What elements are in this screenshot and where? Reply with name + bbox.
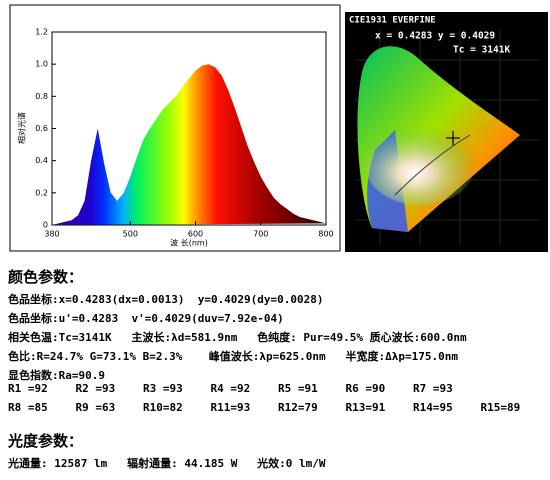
color-heading: 颜色参数： bbox=[8, 268, 84, 286]
cie-white bbox=[365, 125, 475, 205]
render-index: R9 =63 bbox=[75, 401, 116, 414]
render-index: R12=79 bbox=[278, 401, 318, 414]
cie-title: CIE1931 EVERFINE bbox=[349, 16, 436, 26]
color-line: 显色指数:Ra=90.9 bbox=[8, 369, 105, 382]
y-tick-label: 0.8 bbox=[35, 92, 48, 101]
render-index: R6 =90 bbox=[345, 382, 386, 395]
render-index: R10=82 bbox=[143, 401, 183, 414]
render-index: R2 =93 bbox=[75, 382, 116, 395]
charts: 相对光谱 波 长(nm) CIE1931 EVERFINE x = 0.4283… bbox=[9, 4, 548, 252]
render-index: R11=93 bbox=[210, 401, 251, 414]
color-line: 色品坐标:x=0.4283(dx=0.0013) y=0.4029(dy=0.0… bbox=[8, 293, 324, 306]
x-axis-label: 波 长(nm) bbox=[170, 238, 208, 248]
cie-coords: x = 0.4283 y = 0.4029 bbox=[375, 31, 495, 42]
photometric-line: 光通量: 12587 lm 辐射通量: 44.185 W 光效:0 lm/W bbox=[8, 457, 326, 470]
color-line: 色比:R=24.7% G=73.1% B=2.3% 峰值波长:λp=625.0n… bbox=[8, 350, 458, 363]
render-index: R14=95 bbox=[413, 401, 453, 414]
planckian-locus bbox=[394, 134, 471, 196]
x-tick-label: 500 bbox=[123, 230, 138, 239]
render-index: R5 =91 bbox=[278, 382, 318, 395]
color-line: 色品坐标:u'=0.4283 v'=0.4029(duv=7.92e-04) bbox=[8, 312, 284, 325]
y-tick-label: 0.6 bbox=[35, 124, 48, 133]
x-tick-label: 700 bbox=[253, 230, 268, 239]
render-index: R1 =92 bbox=[8, 382, 48, 395]
y-tick-label: 0.4 bbox=[35, 156, 48, 165]
render-index: R8 =85 bbox=[8, 401, 48, 414]
x-tick-label: 800 bbox=[318, 230, 333, 239]
render-index: R15=89 bbox=[480, 401, 521, 414]
y-tick-label: 0.2 bbox=[35, 188, 48, 197]
render-index: R3 =93 bbox=[143, 382, 183, 395]
x-tick-label: 600 bbox=[188, 230, 203, 239]
render-index: R7 =93 bbox=[413, 382, 453, 395]
cie-tc: Tc = 3141K bbox=[453, 45, 510, 56]
render-index: R13=91 bbox=[345, 401, 386, 414]
y-tick-label: 1.2 bbox=[35, 28, 48, 37]
cie-marker bbox=[446, 131, 460, 145]
x-tick-label: 380 bbox=[44, 230, 59, 239]
render-index: R4 =92 bbox=[210, 382, 251, 395]
photometric-heading: 光度参数： bbox=[8, 432, 84, 450]
spectrum-area bbox=[52, 64, 326, 225]
y-tick-label: 1.0 bbox=[35, 60, 48, 69]
y-tick-label: 0 bbox=[43, 221, 48, 230]
y-axis-label: 相对光谱 bbox=[17, 112, 27, 144]
color-line: 相关色温:Tc=3141K 主波长:λd=581.9nm 色纯度: Pur=49… bbox=[8, 331, 467, 344]
